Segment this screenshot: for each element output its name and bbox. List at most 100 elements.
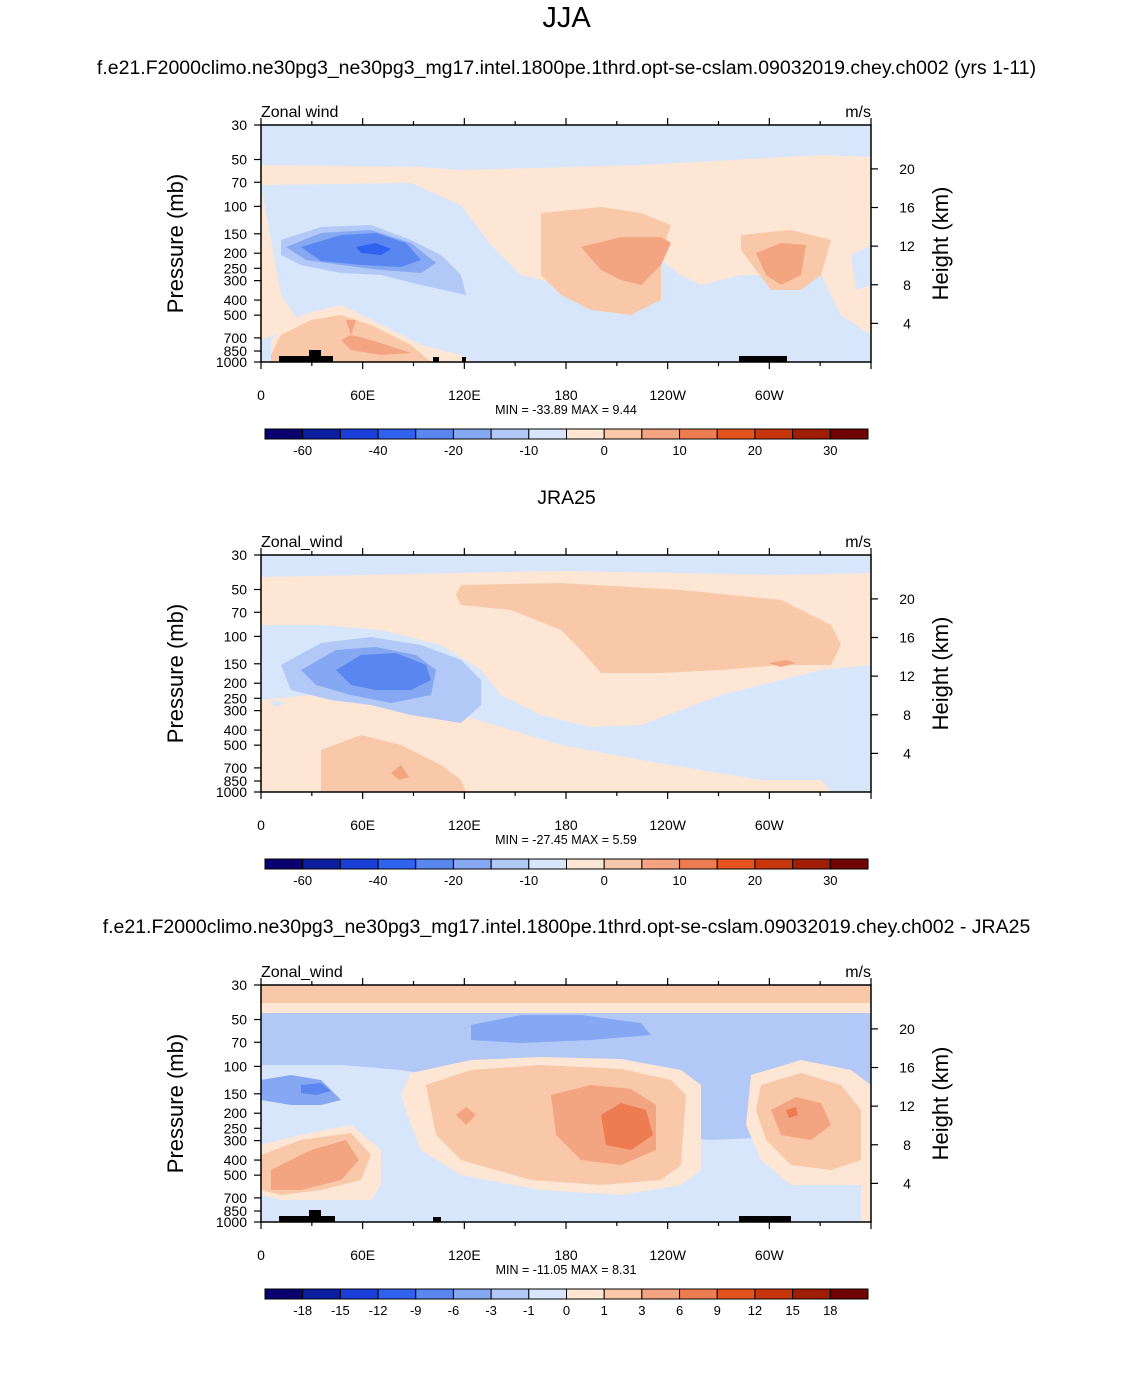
y-axis-title: Pressure (mb) — [163, 1034, 188, 1173]
colorbar-label: 6 — [676, 1303, 683, 1318]
height-tick-label: 4 — [903, 1175, 911, 1191]
colorbar-swatch — [566, 858, 605, 870]
colorbar-label: -9 — [410, 1303, 422, 1318]
contour-band — [261, 125, 871, 170]
colorbar-swatch — [339, 1288, 379, 1300]
x-tick-label: 180 — [554, 817, 578, 833]
x-tick-label: 0 — [257, 1247, 265, 1263]
colorbar-swatch — [641, 1288, 681, 1300]
panel2: 0 60E 120E 180 120W 60W 30 50 70 100 150 200 250 300 4… — [0, 520, 1133, 960]
height-tick-label: 8 — [903, 1137, 911, 1153]
colorbar-label: -40 — [369, 443, 388, 458]
colorbar-swatch — [377, 428, 417, 440]
x-tick-label: 120W — [649, 387, 686, 403]
panel3-title: f.e21.F2000climo.ne30pg3_ne30pg3_mg17.in… — [102, 916, 1031, 938]
y-tick-label: 1000 — [216, 784, 247, 800]
contour-band — [861, 1165, 871, 1222]
colorbar-label: -10 — [519, 873, 538, 888]
contour-band — [456, 1107, 476, 1125]
colorbar-swatch — [339, 858, 379, 870]
colorbar-swatch — [339, 428, 379, 440]
contour-band — [261, 555, 871, 577]
colorbar-swatch — [603, 428, 643, 440]
height-tick-label: 16 — [899, 200, 915, 216]
y-tick-label: 500 — [224, 737, 248, 753]
contour-band — [261, 1003, 871, 1013]
y-tick-label: 500 — [224, 1167, 248, 1183]
colorbar-swatch — [716, 858, 756, 870]
colorbar-swatch — [679, 428, 718, 440]
variable-label: Zonal wind — [261, 104, 338, 121]
colorbar-swatch — [792, 1288, 831, 1300]
colorbar-swatch — [754, 428, 794, 440]
colorbar-swatch — [641, 858, 681, 870]
height-tick-label: 12 — [899, 1098, 915, 1114]
topography-block — [321, 356, 333, 362]
colorbar-swatch — [716, 1288, 756, 1300]
chart-svg: 0 60E 120E 180 120W 60W3050701001502002503004… — [163, 534, 953, 888]
colorbar-label: -1 — [523, 1303, 535, 1318]
colorbar-swatch — [452, 428, 492, 440]
topography-block — [433, 1217, 441, 1222]
right-axis-title: Height (km) — [928, 187, 953, 301]
contour-band — [601, 1103, 653, 1150]
y-axis-title: Pressure (mb) — [163, 174, 188, 313]
contour-band — [391, 765, 409, 780]
colorbar-label: 9 — [714, 1303, 721, 1318]
x-tick-label: 120W — [649, 1247, 686, 1263]
x-tick-label: 180 — [554, 1247, 578, 1263]
y-tick-label: 500 — [224, 307, 248, 323]
y-tick-label: 50 — [231, 582, 247, 598]
units-label: m/s — [845, 104, 871, 121]
variable-label: Zonal_wind — [261, 964, 343, 981]
y-tick-label: 300 — [224, 273, 248, 289]
x-tick-label: 180 — [554, 387, 578, 403]
colorbar-swatch — [754, 858, 794, 870]
x-tick-label: 60E — [350, 1247, 375, 1263]
min-max-label: MIN = -27.45 MAX = 5.59 — [495, 833, 637, 847]
colorbar-swatch — [528, 858, 567, 870]
contour-band — [851, 245, 871, 290]
colorbar-label: 10 — [672, 873, 686, 888]
contour-band — [786, 1107, 798, 1118]
panel1-title: f.e21.F2000climo.ne30pg3_ne30pg3_mg17.in… — [96, 57, 1037, 79]
colorbar-swatch — [264, 858, 304, 870]
contour-band — [271, 700, 286, 707]
colorbar-swatch — [528, 1288, 567, 1300]
y-tick-label: 1000 — [216, 354, 247, 370]
colorbar-label: -3 — [485, 1303, 497, 1318]
y-tick-label: 700 — [224, 760, 248, 776]
colorbar-label: 0 — [601, 873, 608, 888]
colorbar-label: -15 — [331, 1303, 350, 1318]
colorbar-swatch — [716, 428, 756, 440]
colorbar-label: 1 — [601, 1303, 608, 1318]
height-tick-label: 12 — [899, 668, 915, 684]
colorbar-swatch — [792, 428, 831, 440]
colorbar-swatch — [829, 428, 869, 440]
units-label: m/s — [845, 964, 871, 981]
y-tick-label: 70 — [231, 174, 247, 190]
colorbar-swatch — [452, 858, 492, 870]
contour-band — [271, 1140, 359, 1190]
y-tick-label: 250 — [224, 260, 248, 276]
contour-band — [261, 985, 871, 1003]
colorbar-swatch — [829, 1288, 869, 1300]
colorbar-swatch — [603, 1288, 643, 1300]
variable-label: Zonal_wind — [261, 534, 343, 551]
height-tick-label: 8 — [903, 277, 911, 293]
colorbar-swatch — [829, 858, 869, 870]
contour-band — [356, 243, 391, 255]
y-tick-label: 300 — [224, 1133, 248, 1149]
colorbar-swatch — [792, 858, 831, 870]
contour-band — [321, 735, 466, 792]
topography-block — [279, 356, 313, 362]
colorbar-label: 30 — [823, 873, 837, 888]
panel3: 0 60E 120E 180 120W 60W 30 50 70 100 150 200 250 300 4… — [0, 950, 1133, 1390]
contour-band — [771, 1097, 831, 1140]
colorbar-label: -40 — [369, 873, 388, 888]
colorbar-swatch — [377, 1288, 417, 1300]
y-tick-label: 200 — [224, 1105, 248, 1121]
colorbar-swatch — [415, 1288, 454, 1300]
y-tick-label: 250 — [224, 690, 248, 706]
contour-band — [346, 320, 356, 335]
